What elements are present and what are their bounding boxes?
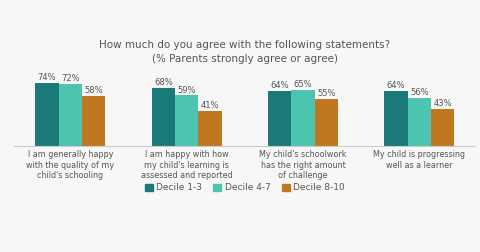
Text: 74%: 74% — [37, 73, 56, 82]
Bar — [82, 96, 105, 146]
Text: 43%: 43% — [433, 99, 452, 108]
Bar — [59, 84, 82, 146]
Bar — [384, 91, 408, 146]
Bar — [408, 98, 431, 146]
Text: 55%: 55% — [317, 89, 336, 98]
Bar — [431, 109, 454, 146]
Text: 56%: 56% — [410, 88, 429, 97]
Text: 41%: 41% — [201, 101, 219, 110]
Text: 72%: 72% — [61, 74, 80, 83]
Text: 58%: 58% — [84, 86, 103, 96]
Text: 64%: 64% — [387, 81, 406, 90]
Text: 65%: 65% — [294, 80, 312, 89]
Bar — [314, 99, 338, 146]
Bar — [198, 111, 222, 146]
Bar — [36, 83, 59, 146]
Bar — [175, 96, 198, 146]
Bar — [152, 88, 175, 146]
Bar — [268, 91, 291, 146]
Legend: Decile 1-3, Decile 4-7, Decile 8-10: Decile 1-3, Decile 4-7, Decile 8-10 — [141, 180, 348, 196]
Text: 59%: 59% — [178, 86, 196, 94]
Title: How much do you agree with the following statements?
(% Parents strongly agree o: How much do you agree with the following… — [99, 40, 390, 64]
Text: 68%: 68% — [154, 78, 173, 87]
Bar — [291, 90, 314, 146]
Text: 64%: 64% — [270, 81, 289, 90]
